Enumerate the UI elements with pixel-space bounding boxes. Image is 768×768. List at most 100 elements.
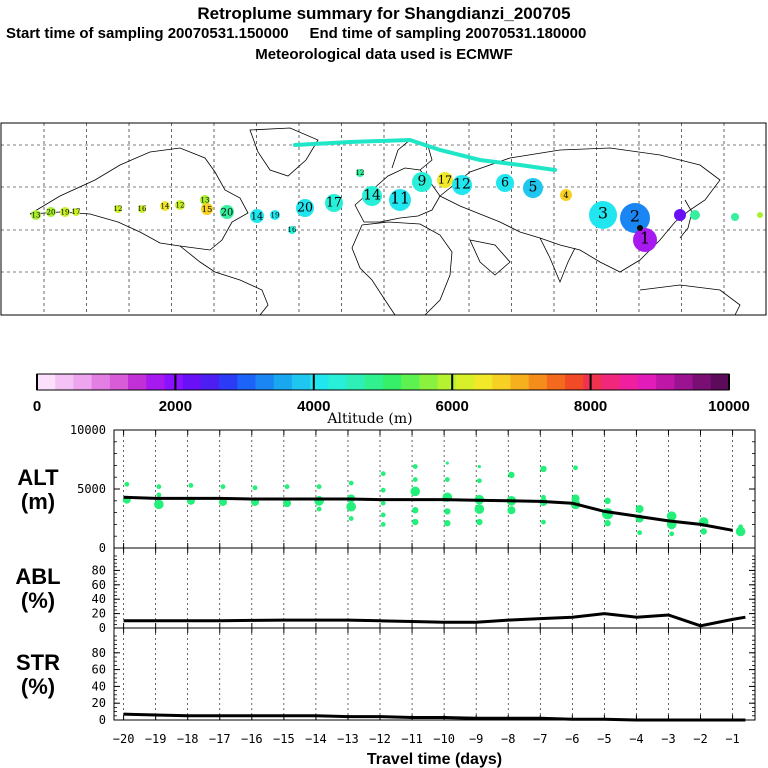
alt-scatter-point — [540, 465, 547, 473]
colorbar-swatch — [583, 374, 603, 390]
alt-scatter-point — [669, 531, 675, 537]
plume-marker — [270, 210, 280, 220]
panel-alt: 0 5000 10000 ALT(m) — [17, 423, 756, 555]
colorbar-tick-label: 0 — [33, 398, 41, 415]
panel-ylabel-unit: (m) — [21, 489, 55, 514]
x-axis-label: Travel time (days) — [367, 751, 502, 768]
x-tick-label: −11 — [401, 732, 423, 746]
colorbar-swatch — [565, 374, 584, 390]
colorbar-swatch — [601, 374, 621, 390]
plume-marker — [250, 209, 264, 223]
plume-marker-label: 19 — [61, 209, 70, 217]
plume-marker — [175, 200, 185, 210]
alt-scatter-point — [380, 522, 386, 527]
colorbar-swatch — [37, 374, 56, 390]
plume-marker-label: 14 — [161, 203, 170, 211]
plume-marker — [201, 203, 213, 215]
plume-marker-label: 5 — [529, 180, 538, 196]
x-tick-label: −13 — [337, 732, 359, 746]
colorbar-swatch — [710, 374, 730, 390]
x-tick-label: −7 — [533, 732, 547, 746]
colorbar-swatch — [164, 374, 184, 390]
y-tick-label: 10000 — [70, 423, 106, 437]
plume-marker — [620, 203, 650, 233]
y-tick-label: 80 — [92, 646, 106, 660]
x-tick-label: −8 — [501, 732, 515, 746]
y-tick-label: 60 — [92, 578, 106, 592]
alt-scatter-point — [348, 516, 354, 521]
panel-ylabel-unit: (%) — [21, 674, 55, 699]
plume-marker-label: 13 — [201, 197, 210, 205]
alt-scatter-point — [738, 524, 743, 530]
colorbar-swatch — [55, 374, 74, 390]
panel-frame — [113, 429, 756, 549]
colorbar-swatch — [200, 374, 220, 390]
plume-marker — [72, 208, 80, 216]
plume-marker-label: 14 — [363, 188, 381, 204]
map-frame — [0, 122, 767, 316]
plume-marker — [356, 169, 364, 177]
plume-marker — [589, 201, 617, 229]
x-tick-label: −3 — [661, 732, 675, 746]
y-tick-label: 0 — [99, 621, 106, 635]
x-tick-label: −12 — [369, 732, 391, 746]
x-tick-label: −14 — [305, 732, 327, 746]
colorbar-tick-labels: 0 2000 4000 6000 8000 10000 — [33, 398, 750, 415]
sampling-time-line: Start time of sampling 20070531.150000 E… — [6, 25, 587, 42]
coastline — [179, 245, 269, 316]
x-tick-label: −20 — [113, 732, 135, 746]
alt-scatter-point — [156, 484, 162, 490]
plume-marker — [437, 172, 453, 188]
x-tick-label: −16 — [241, 732, 263, 746]
alt-scatter-point — [508, 471, 515, 479]
coastline — [539, 237, 576, 284]
colorbar-swatch — [182, 374, 202, 390]
y-tick-label: 0 — [99, 541, 106, 555]
coastline — [679, 199, 693, 239]
plume-marker — [389, 189, 411, 211]
plume-marker — [560, 189, 572, 201]
alt-scatter-point — [445, 461, 449, 465]
alt-scatter-point — [380, 487, 386, 493]
colorbar-swatch — [637, 374, 657, 390]
y-tick-label: 5000 — [77, 482, 106, 496]
plume-marker-label: 12 — [356, 169, 365, 177]
plume-marker — [296, 199, 314, 217]
alt-scatter-point — [412, 477, 418, 482]
alt-scatter-point — [154, 499, 164, 510]
x-tick-label: −5 — [597, 732, 611, 746]
coastline — [29, 147, 249, 251]
coastline — [639, 284, 741, 316]
alt-scatter-point — [604, 497, 611, 504]
y-tick-label: 40 — [92, 592, 106, 606]
plume-marker-label: 16 — [138, 205, 147, 213]
colorbar-swatch — [510, 374, 530, 390]
colorbar-tick-label: 4000 — [297, 398, 330, 415]
colorbar-tick-label: 2000 — [159, 398, 192, 415]
plume-marker-label: 17 — [326, 195, 342, 210]
plume-marker — [31, 210, 41, 220]
plume-marker — [200, 195, 210, 205]
alt-scatter-point — [188, 483, 194, 488]
panel-frame — [113, 627, 756, 721]
colorbar-swatch — [528, 374, 548, 390]
plume-marker-label: 6 — [501, 175, 509, 190]
y-tick-label: 60 — [92, 663, 106, 677]
colorbar-swatch — [73, 374, 93, 390]
alt-scatter-point — [348, 480, 354, 486]
panel-ylabel-unit: (%) — [21, 588, 55, 613]
colorbar-swatch — [492, 374, 511, 390]
plume-marker — [160, 201, 170, 211]
y-tick-label: 20 — [92, 696, 106, 710]
plume-marker — [288, 226, 296, 234]
colorbar-swatch — [310, 374, 329, 390]
x-tick-label: −9 — [469, 732, 483, 746]
colorbar-swatch — [401, 374, 420, 390]
coastline — [351, 221, 453, 316]
colorbar-swatch — [291, 374, 311, 390]
alt-scatter-point — [380, 512, 386, 518]
colorbar-swatch — [692, 374, 712, 390]
alt-scatter-point — [346, 501, 356, 512]
coastline — [249, 127, 319, 177]
plume-marker — [523, 178, 543, 198]
